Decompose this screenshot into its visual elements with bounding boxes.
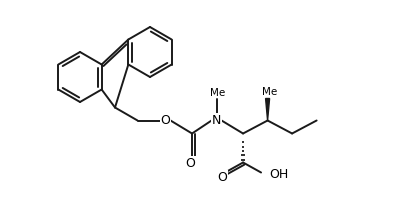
Text: N: N [212,114,221,127]
Text: Me: Me [210,88,225,98]
Text: O: O [185,157,195,170]
Text: O: O [217,171,227,184]
Polygon shape [266,99,270,120]
Text: OH: OH [269,168,288,181]
Text: O: O [160,114,170,127]
Text: Me: Me [262,87,277,97]
